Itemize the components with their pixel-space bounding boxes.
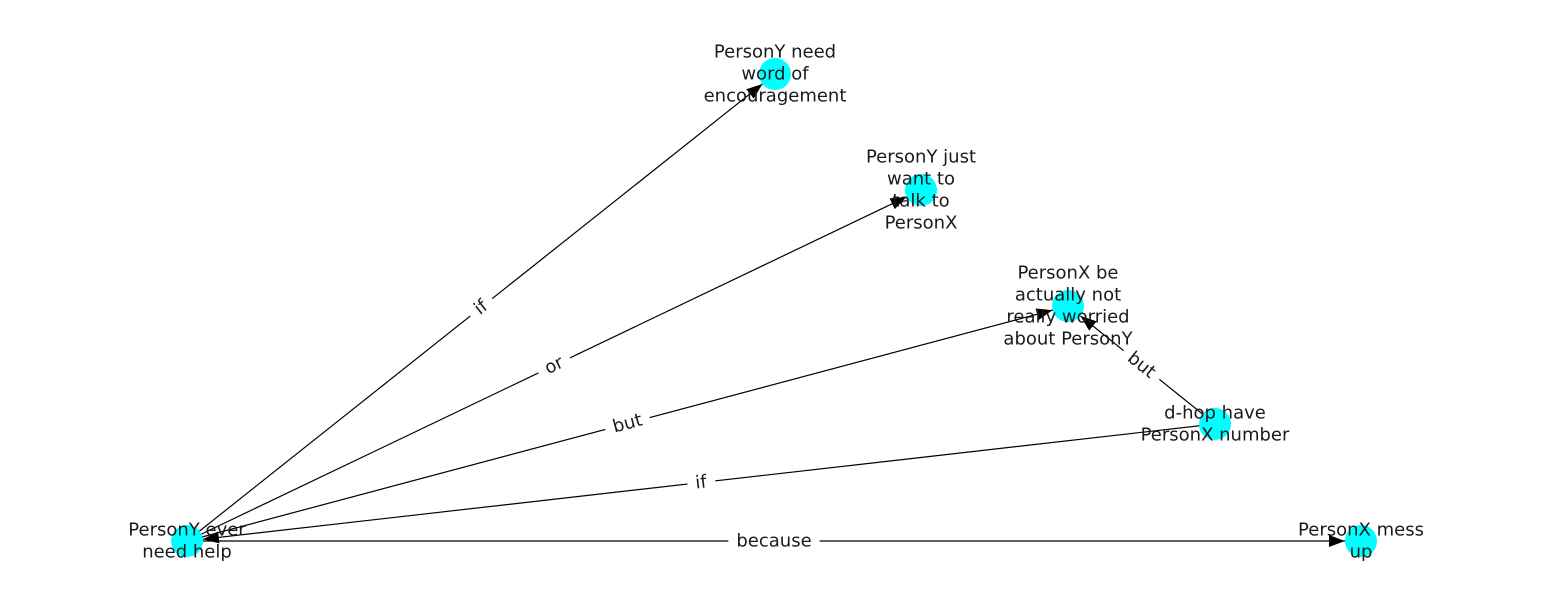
edge-label-background [533, 346, 576, 385]
edge-label-background [1115, 340, 1168, 390]
edge-label: but [610, 410, 644, 438]
node-n_help [171, 525, 203, 557]
node-n_encourage [759, 58, 791, 90]
edge-label-group: because [728, 528, 820, 554]
edge-label: because [736, 531, 811, 552]
edge-label: if [694, 471, 708, 493]
edge-label-group: but [602, 405, 653, 442]
edge-label-group: if [462, 288, 500, 326]
nodes-layer [171, 58, 1377, 557]
node-labels-layer: PersonY ever need help PersonY need word of… [128, 42, 1424, 563]
node-label: PersonX mess up [1298, 520, 1424, 563]
node-n_worried [1052, 290, 1084, 322]
node-label: PersonY need word of encouragement [704, 42, 847, 107]
edges-layer [186, 83, 1345, 547]
edge-label-background [462, 288, 500, 326]
node-n_mess [1345, 525, 1377, 557]
node-n_talk [905, 174, 937, 206]
node-label: PersonY ever need help [128, 520, 246, 563]
edge-label-background [728, 528, 820, 554]
edge-label-group: or [533, 346, 576, 385]
node-label: d-hop have PersonX number [1141, 403, 1290, 446]
node-n_dhop [1199, 408, 1231, 440]
node-label: PersonX be actually not really worried abou… [1003, 263, 1133, 350]
edge-label-background [686, 468, 717, 497]
edge-label-group: if [686, 468, 717, 497]
node-label: PersonY just want to talk to PersonX [866, 147, 976, 234]
edge-label-background [602, 405, 653, 442]
